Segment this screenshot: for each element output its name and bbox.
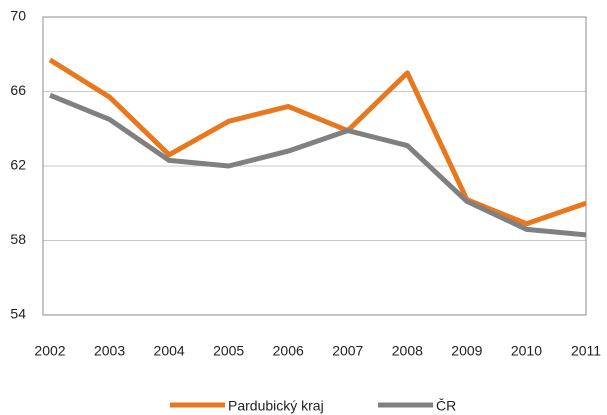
- line-series: [48, 57, 587, 227]
- legend-label: Pardubický kraj: [228, 398, 324, 414]
- plot-border: [42, 16, 587, 316]
- x-tick-label: 2005: [213, 343, 244, 359]
- line-series: [49, 92, 587, 238]
- x-tick-label: 2004: [154, 343, 185, 359]
- y-tick-label: 58: [10, 231, 26, 247]
- y-tick-label: 62: [10, 157, 26, 173]
- y-tick-label: 66: [10, 82, 26, 98]
- x-tick-label: 2002: [34, 343, 65, 359]
- x-tick-label: 2011: [571, 343, 601, 359]
- legend-label: ČR: [436, 398, 456, 414]
- x-tick-label: 2009: [451, 343, 482, 359]
- x-tick-label: 2008: [392, 343, 423, 359]
- y-tick-label: 54: [10, 306, 26, 322]
- x-tick-label: 2007: [332, 343, 363, 359]
- y-tick-label: 70: [10, 8, 26, 24]
- x-tick-label: 2010: [511, 343, 542, 359]
- x-tick-label: 2006: [273, 343, 304, 359]
- x-tick-label: 2003: [94, 343, 125, 359]
